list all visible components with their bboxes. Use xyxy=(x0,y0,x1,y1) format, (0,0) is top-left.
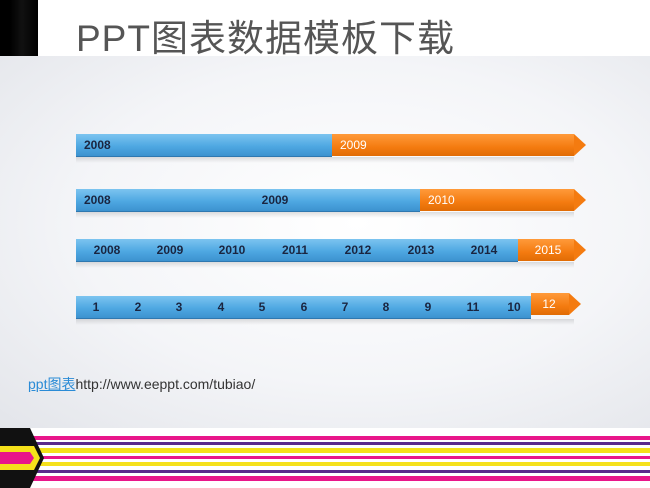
timeline-3-orange-arrow: 2015 xyxy=(518,239,586,261)
footer-link-prefix[interactable]: ppt图表 xyxy=(28,376,76,392)
timeline-3-label: 2010 xyxy=(218,243,246,257)
timeline-3-blue-segment: 2008 2009 2010 2011 2012 2013 2014 xyxy=(76,239,518,262)
timeline-4-label: 4 xyxy=(217,300,225,314)
timeline-3-orange-label: 2015 xyxy=(534,243,562,257)
timeline-2-label: 2009 xyxy=(261,193,289,207)
page-title: PPT图表数据模板下载 xyxy=(76,18,455,59)
timeline-3-label: 2011 xyxy=(281,243,309,257)
timeline-2-label: 2008 xyxy=(84,193,111,207)
timeline-4-blue-segment: 1 2 3 4 5 6 7 8 9 11 10 xyxy=(76,296,531,319)
timeline-2-orange-label: 2010 xyxy=(428,193,455,207)
timeline-4-shadow xyxy=(76,319,574,325)
timeline-4-label: 2 xyxy=(134,300,142,314)
timeline-4-label: 6 xyxy=(300,300,308,314)
timeline-bar-4: 1 2 3 4 5 6 7 8 9 11 10 12 xyxy=(76,293,586,325)
timeline-3-label: 2012 xyxy=(344,243,372,257)
timeline-1-shadow xyxy=(76,157,574,163)
stripe-decoration xyxy=(0,428,650,488)
timeline-3-label: 2014 xyxy=(470,243,498,257)
timeline-2-blue-segment: 2008 2009 xyxy=(76,189,420,212)
timeline-4-label: 8 xyxy=(382,300,390,314)
timeline-bar-2: 2008 2009 2010 xyxy=(76,189,586,218)
timeline-4-orange-label: 12 xyxy=(542,297,556,311)
timeline-4-label: 1 xyxy=(92,300,100,314)
timeline-4-label: 11 xyxy=(466,300,480,314)
timeline-1-orange-label: 2009 xyxy=(340,138,367,152)
timeline-4-label: 3 xyxy=(175,300,183,314)
corner-decoration xyxy=(0,0,38,56)
content-panel: 2008 2009 2008 2009 2010 2008 2009 2010 … xyxy=(0,56,650,428)
footer-link[interactable]: ppt图表http://www.eeppt.com/tubiao/ xyxy=(28,374,255,394)
timeline-2-shadow xyxy=(76,212,574,218)
timeline-bar-3: 2008 2009 2010 2011 2012 2013 2014 2015 xyxy=(76,239,586,268)
timeline-1-blue-segment: 2008 xyxy=(76,134,332,157)
timeline-4-label: 10 xyxy=(507,300,521,314)
timeline-3-label: 2013 xyxy=(407,243,435,257)
timeline-4-label: 5 xyxy=(258,300,266,314)
timeline-2-orange-arrow: 2010 xyxy=(420,189,586,211)
timeline-4-orange-arrow: 12 xyxy=(531,293,581,315)
timeline-1-orange-arrow: 2009 xyxy=(332,134,586,156)
timeline-3-label: 2009 xyxy=(156,243,184,257)
timeline-1-label: 2008 xyxy=(84,138,111,152)
timeline-4-label: 7 xyxy=(341,300,349,314)
timeline-4-label: 9 xyxy=(424,300,432,314)
footer-link-url[interactable]: http://www.eeppt.com/tubiao/ xyxy=(75,376,256,392)
timeline-3-shadow xyxy=(76,262,574,268)
timeline-bar-1: 2008 2009 xyxy=(76,134,586,163)
timeline-3-label: 2008 xyxy=(93,243,121,257)
